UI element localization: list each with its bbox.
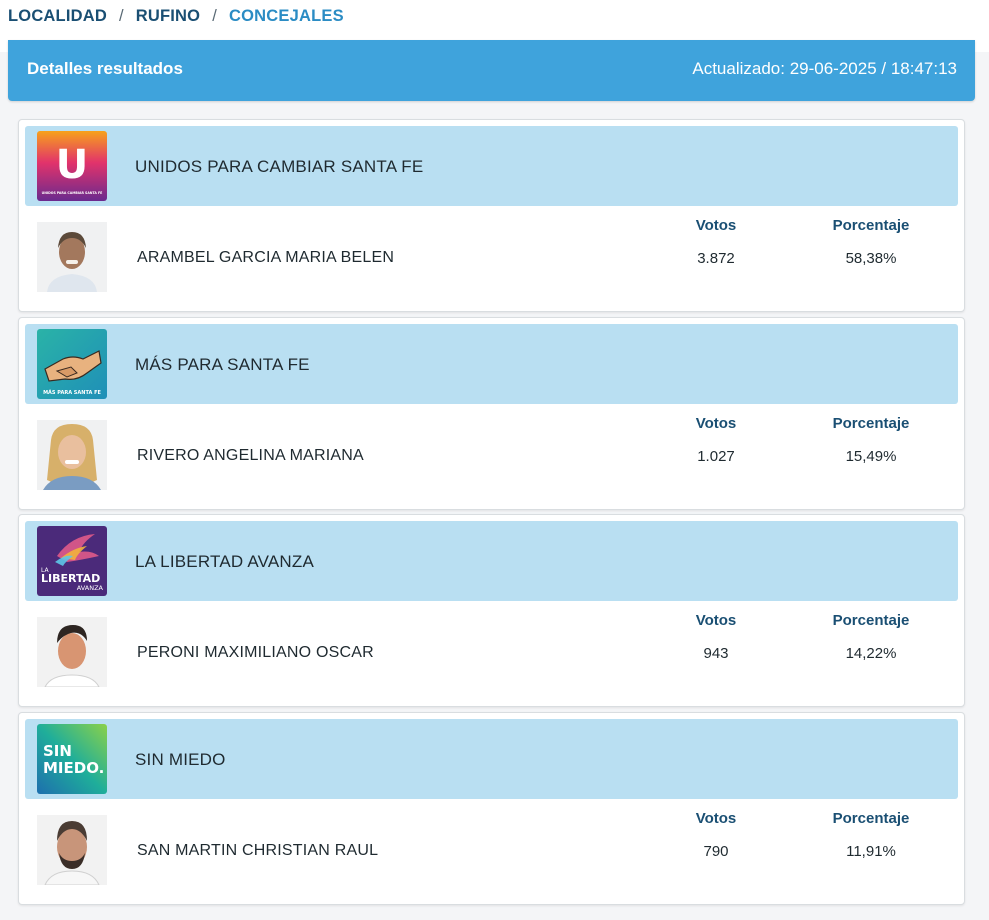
party-name: LA LIBERTAD AVANZA bbox=[135, 552, 315, 571]
candidate-name: ARAMBEL GARCIA MARIA BELEN bbox=[137, 249, 395, 266]
percentage-label: Porcentaje bbox=[832, 810, 910, 827]
svg-text:MÁS PARA SANTA FE: MÁS PARA SANTA FE bbox=[43, 389, 101, 396]
votes-value: 1.027 bbox=[697, 448, 735, 465]
results-header: Detalles resultados Actualizado: 29-06-2… bbox=[8, 40, 975, 101]
svg-text:LA: LA bbox=[41, 567, 49, 574]
svg-text:LIBERTAD: LIBERTAD bbox=[41, 572, 100, 585]
candidate-name: PERONI MAXIMILIANO OSCAR bbox=[137, 644, 374, 661]
candidate-photo bbox=[37, 617, 107, 687]
candidate-name: RIVERO ANGELINA MARIANA bbox=[137, 447, 364, 464]
breadcrumb-localidad[interactable]: LOCALIDAD bbox=[8, 7, 107, 25]
svg-text:MIEDO.: MIEDO. bbox=[43, 759, 104, 777]
party-row: MÁS PARA SANTA FE MÁS PARA SANTA FE bbox=[25, 324, 958, 404]
percentage-label: Porcentaje bbox=[832, 612, 910, 629]
breadcrumb-separator: / bbox=[212, 7, 218, 25]
percentage-value: 15,49% bbox=[845, 448, 897, 465]
votes-label: Votos bbox=[695, 810, 737, 827]
votes-label: Votos bbox=[695, 217, 737, 234]
percentage-value: 11,91% bbox=[846, 843, 896, 860]
breadcrumb-separator: / bbox=[118, 7, 124, 25]
party-row: SIN MIEDO. SIN MIEDO bbox=[25, 719, 958, 799]
breadcrumb: LOCALIDAD / RUFINO / CONCEJALES bbox=[8, 7, 344, 26]
votes-value: 3.872 bbox=[697, 250, 735, 267]
votes-label: Votos bbox=[695, 415, 737, 432]
handshake-logo-icon: MÁS PARA SANTA FE bbox=[37, 329, 107, 399]
libertad-avanza-logo-icon: LA LIBERTAD AVANZA bbox=[37, 526, 107, 596]
candidate-photo bbox=[37, 815, 107, 885]
party-row: LA LIBERTAD AVANZA LA LIBERTAD AVANZA bbox=[25, 521, 958, 601]
votes-value: 790 bbox=[703, 843, 729, 860]
updated-timestamp: Actualizado: 29-06-2025 / 18:47:13 bbox=[692, 59, 957, 78]
candidate-name: SAN MARTIN CHRISTIAN RAUL bbox=[137, 842, 379, 859]
result-card: LA LIBERTAD AVANZA LA LIBERTAD AVANZA PE… bbox=[18, 514, 965, 707]
svg-text:UNIDOS PARA CAMBIAR SANTA FE: UNIDOS PARA CAMBIAR SANTA FE bbox=[42, 191, 103, 195]
candidate-photo bbox=[37, 420, 107, 490]
votes-value: 943 bbox=[703, 645, 729, 662]
party-name: SIN MIEDO bbox=[135, 750, 226, 769]
svg-text:U: U bbox=[56, 142, 88, 188]
breadcrumb-rufino[interactable]: RUFINO bbox=[135, 7, 201, 25]
party-row: U UNIDOS PARA CAMBIAR SANTA FE UNIDOS PA… bbox=[25, 126, 958, 206]
percentage-label: Porcentaje bbox=[832, 415, 910, 432]
percentage-label: Porcentaje bbox=[832, 217, 910, 234]
percentage-value: 14,22% bbox=[845, 645, 897, 662]
results-title: Detalles resultados bbox=[27, 59, 183, 78]
svg-text:SIN: SIN bbox=[43, 742, 72, 760]
result-card: MÁS PARA SANTA FE MÁS PARA SANTA FE RIVE… bbox=[18, 317, 965, 510]
result-card: U UNIDOS PARA CAMBIAR SANTA FE UNIDOS PA… bbox=[18, 119, 965, 312]
result-card: SIN MIEDO. SIN MIEDO SAN MARTIN CHRISTIA… bbox=[18, 712, 965, 905]
unidos-logo-icon: U UNIDOS PARA CAMBIAR SANTA FE bbox=[37, 131, 107, 201]
party-name: MÁS PARA SANTA FE bbox=[135, 355, 310, 374]
percentage-value: 58,38% bbox=[845, 250, 897, 267]
votes-label: Votos bbox=[695, 612, 737, 629]
breadcrumb-concejales: CONCEJALES bbox=[229, 7, 344, 25]
candidate-photo bbox=[37, 222, 107, 292]
party-name: UNIDOS PARA CAMBIAR SANTA FE bbox=[135, 157, 424, 176]
svg-text:AVANZA: AVANZA bbox=[77, 584, 104, 592]
sin-miedo-logo-icon: SIN MIEDO. bbox=[37, 724, 107, 794]
